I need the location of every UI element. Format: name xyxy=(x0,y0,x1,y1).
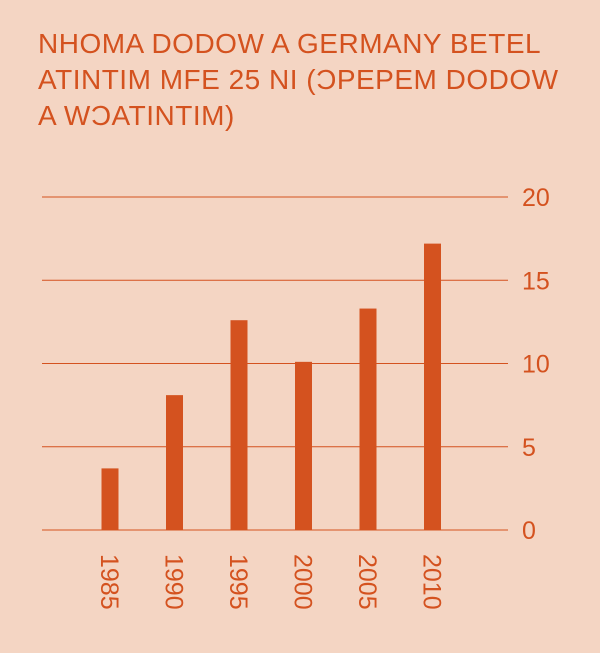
y-tick-label: 0 xyxy=(522,517,536,545)
bar xyxy=(166,395,183,530)
y-tick-label: 10 xyxy=(522,351,550,379)
bar xyxy=(424,243,441,530)
x-tick-label: 1990 xyxy=(160,554,188,610)
x-tick-label: 2000 xyxy=(289,554,317,610)
chart-title: NHOMA DODOW A GERMANY BETEL ATINTIM MFE … xyxy=(38,28,559,131)
bar xyxy=(230,320,248,530)
bar xyxy=(101,468,119,530)
x-tick-label: 2005 xyxy=(353,554,381,610)
y-tick-label: 20 xyxy=(522,184,550,212)
x-tick-label: 1985 xyxy=(95,554,123,610)
y-tick-label: 5 xyxy=(522,434,536,462)
y-tick-label: 15 xyxy=(522,267,550,295)
bar xyxy=(295,361,312,530)
bar xyxy=(359,308,377,530)
x-tick-label: 1995 xyxy=(224,554,252,610)
x-tick-label: 2010 xyxy=(418,554,446,610)
